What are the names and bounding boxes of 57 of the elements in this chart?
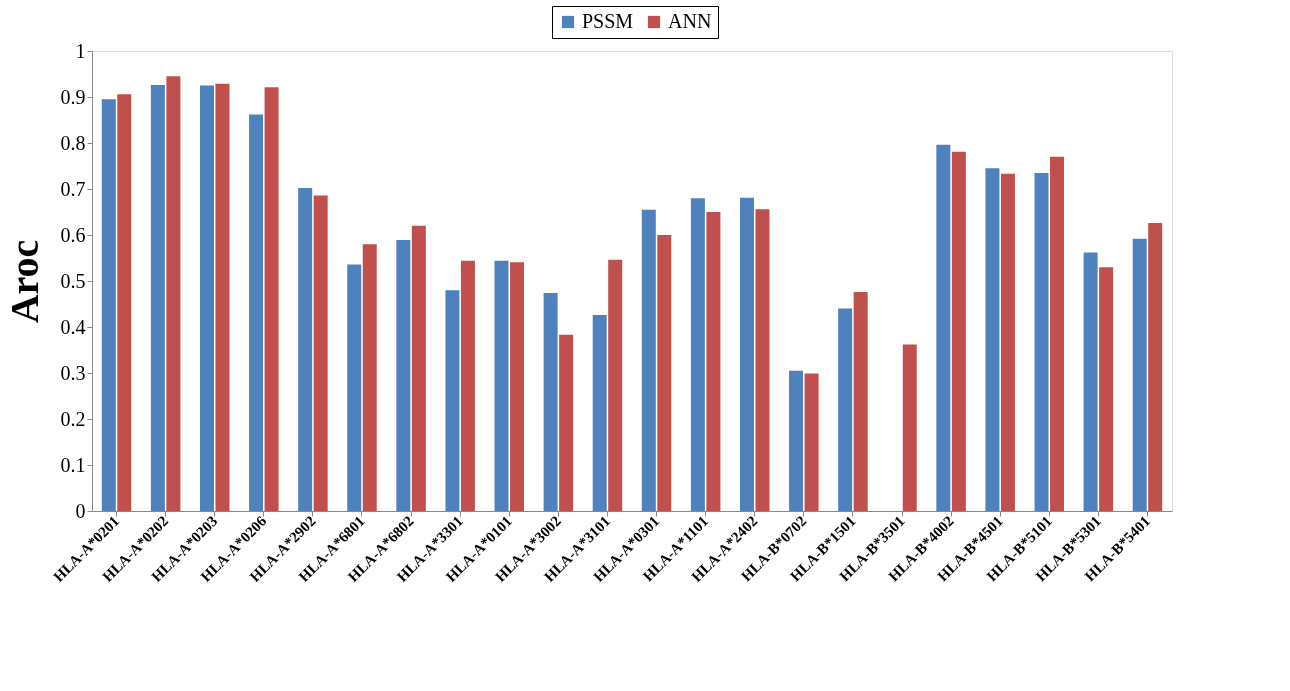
y-tick-label: 0.5 xyxy=(60,269,86,292)
bar xyxy=(313,195,328,511)
y-axis-title: Aroc xyxy=(1,239,47,324)
bar xyxy=(755,209,770,511)
bar xyxy=(1083,252,1098,511)
bar xyxy=(494,260,509,511)
bar xyxy=(101,99,116,511)
bar xyxy=(347,264,362,511)
bar xyxy=(199,85,214,511)
y-tick-label: 0.3 xyxy=(60,361,86,384)
y-tick-label: 0.7 xyxy=(60,177,86,200)
bar xyxy=(951,151,966,511)
y-tick-label: 0.8 xyxy=(60,131,86,154)
bar xyxy=(690,198,705,511)
bar xyxy=(1050,156,1065,511)
bar xyxy=(592,315,607,511)
bar xyxy=(445,290,460,511)
bar xyxy=(543,292,558,511)
bar xyxy=(362,244,377,511)
bar xyxy=(1000,173,1015,511)
y-tick-label: 1 xyxy=(75,39,86,62)
bar xyxy=(657,235,672,511)
bar xyxy=(411,225,426,511)
bar xyxy=(396,240,411,511)
bar xyxy=(789,370,804,511)
bar xyxy=(510,262,525,511)
bar xyxy=(1148,223,1163,511)
y-tick-label: 0.9 xyxy=(60,85,86,108)
y-tick-label: 0.4 xyxy=(60,315,86,338)
bar xyxy=(215,83,230,511)
bar xyxy=(853,292,868,511)
y-tick-label: 0.2 xyxy=(60,407,86,430)
bar xyxy=(1099,267,1114,511)
y-tick-label: 0.1 xyxy=(60,453,86,476)
bar xyxy=(608,259,623,511)
bar xyxy=(150,85,165,511)
y-tick-label: 0.6 xyxy=(60,223,86,246)
bar xyxy=(739,197,754,511)
bar xyxy=(117,94,132,511)
bar xyxy=(1034,172,1049,511)
bar xyxy=(706,212,721,511)
bar xyxy=(838,308,853,511)
bar xyxy=(902,344,917,511)
bar xyxy=(641,209,656,511)
bar xyxy=(1132,238,1147,511)
bar xyxy=(936,144,951,511)
y-tick-label: 0 xyxy=(75,499,86,522)
bar xyxy=(166,76,181,511)
legend-label: PSSM xyxy=(582,10,634,32)
bar xyxy=(249,114,264,511)
bar xyxy=(559,334,574,511)
bar xyxy=(460,260,475,511)
bar xyxy=(804,373,819,511)
bar xyxy=(298,188,313,511)
bar xyxy=(985,168,1000,511)
bar xyxy=(264,87,279,511)
legend-label: ANN xyxy=(668,10,712,32)
